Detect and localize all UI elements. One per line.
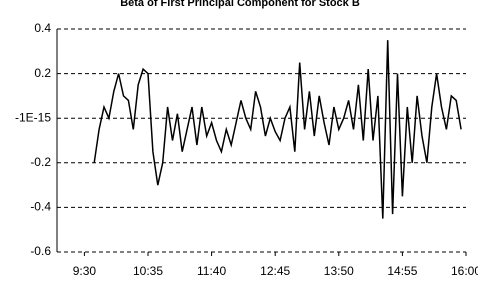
x-tick-label: 13:50 bbox=[324, 264, 354, 278]
y-tick-label: -0.6 bbox=[30, 244, 51, 258]
y-tick-label: 0.4 bbox=[34, 21, 51, 35]
y-tick-label: 0.2 bbox=[34, 66, 51, 80]
chart-title: Beta of First Principal Component for St… bbox=[120, 0, 360, 9]
x-tick-label: 16:00 bbox=[451, 264, 478, 278]
x-tick-label: 12:45 bbox=[260, 264, 290, 278]
y-tick-label: -0.2 bbox=[30, 155, 51, 169]
data-line bbox=[93, 40, 462, 219]
x-tick-label: 9:30 bbox=[73, 264, 97, 278]
x-tick-label: 14:55 bbox=[387, 264, 417, 278]
x-tick-label: 10:35 bbox=[133, 264, 163, 278]
x-tick-label: 11:40 bbox=[197, 264, 226, 278]
y-tick-label: -1E-15 bbox=[15, 110, 51, 124]
y-tick-label: -0.4 bbox=[30, 200, 51, 214]
